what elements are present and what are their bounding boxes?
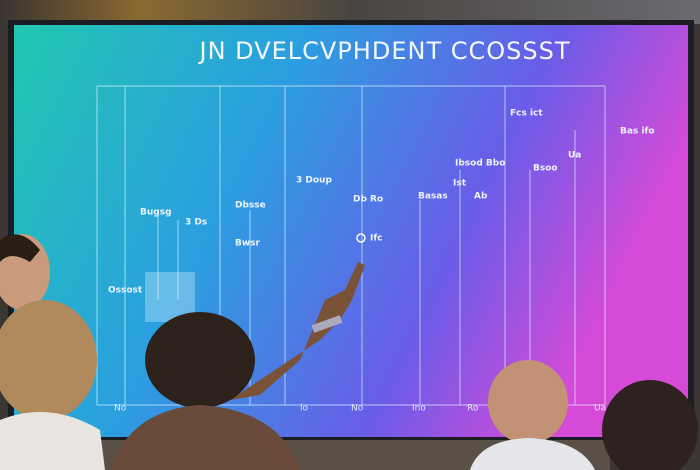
axis-label: Ro bbox=[467, 404, 479, 414]
person-right bbox=[602, 380, 698, 470]
annotation: Ossost bbox=[108, 286, 143, 296]
screen bbox=[14, 25, 688, 437]
annotation: Ua bbox=[568, 151, 581, 161]
person-pointing bbox=[110, 262, 365, 470]
axis-label: lo bbox=[300, 404, 309, 414]
annotation: 3 Doup bbox=[296, 176, 332, 186]
annotation: Bas ifo bbox=[620, 127, 655, 137]
annotation: Db Ro bbox=[353, 195, 383, 205]
axis-label: No bbox=[114, 404, 127, 414]
annotation: Bugsg bbox=[140, 208, 172, 218]
annotations: Fcs ict Bas ifo 3 Doup Bugsg 3 Ds Dbsse … bbox=[108, 109, 655, 296]
annotation: 3 Ds bbox=[185, 218, 207, 228]
person-left bbox=[0, 234, 50, 310]
axis-label: Ino bbox=[412, 404, 426, 414]
annotation: Basas bbox=[418, 192, 448, 202]
screen-title: JN DVELCVPHDENT CCOSSST bbox=[197, 37, 570, 65]
annotation: Ibsod Bbo bbox=[455, 159, 505, 169]
annotation: Ist bbox=[453, 179, 467, 189]
annotation: Dbsse bbox=[235, 201, 266, 211]
annotation: Ifc bbox=[370, 234, 383, 244]
axis-label: No bbox=[351, 404, 364, 414]
person-bald bbox=[470, 360, 595, 470]
annotation: Bsoo bbox=[533, 164, 558, 174]
annotation: Fcs ict bbox=[510, 109, 543, 119]
axis-labels: No lo No Ino Ro Ua bbox=[114, 404, 606, 414]
annotation: Ab bbox=[474, 192, 488, 202]
axis-label: Ua bbox=[594, 404, 606, 414]
annotation: Bwsr bbox=[235, 239, 261, 249]
screen-dot bbox=[356, 233, 366, 243]
person-blonde bbox=[0, 300, 105, 470]
